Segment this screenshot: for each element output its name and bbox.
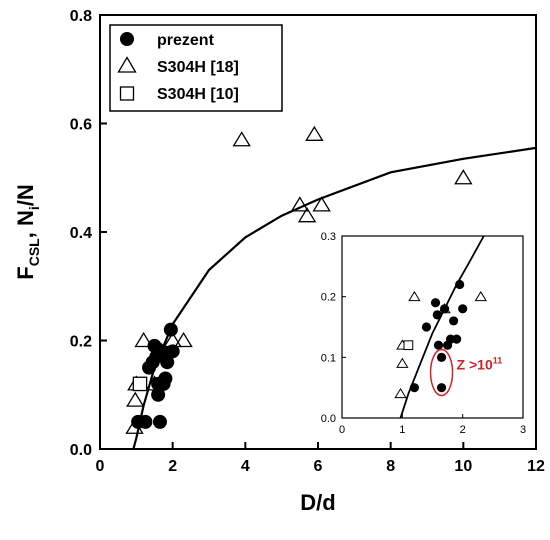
legend-marker-s304h-10 xyxy=(119,86,135,101)
main-y-tick-label: 0.6 xyxy=(70,117,92,134)
legend-marker-prezent xyxy=(120,32,134,46)
point-s304h-18 xyxy=(408,290,421,302)
point-s304h-18 xyxy=(232,131,251,147)
point-s304h-18 xyxy=(126,391,145,407)
legend-box xyxy=(109,24,283,112)
point-prezent xyxy=(433,340,444,350)
inset-markers xyxy=(394,279,487,399)
legend-label-s304h-10: S304H [10] xyxy=(157,86,239,103)
y-axis-title: FCSL, Ni/N xyxy=(13,184,42,279)
point-prezent xyxy=(152,414,167,429)
legend-marker-s304h-18 xyxy=(117,56,137,73)
inset-y-tick-label: 0.3 xyxy=(321,231,336,243)
point-prezent xyxy=(165,344,180,359)
point-s304h-18 xyxy=(152,342,171,358)
point-prezent xyxy=(138,414,153,429)
inset-x-tick-label: 0 xyxy=(339,424,345,436)
point-s304h-18 xyxy=(438,303,451,314)
inset-frame xyxy=(341,235,524,419)
point-prezent xyxy=(449,316,459,326)
main-y-tick-label: 0.4 xyxy=(70,225,92,242)
inset-axis-tick-labels: 0 1 2 3 0.0 0.1 0.2 0.3 xyxy=(321,231,526,436)
y-axis-title-sub: CSL xyxy=(26,238,42,266)
point-s304h-18 xyxy=(125,418,144,434)
point-prezent xyxy=(436,383,447,393)
y-axis-title-sub2: i xyxy=(26,206,42,210)
point-s304h-18 xyxy=(474,290,487,302)
legend-label-prezent: prezent xyxy=(157,32,215,49)
main-axis-tick-labels: 0 2 4 6 8 10 120.00.20.40.60.8 xyxy=(70,8,545,475)
main-markers xyxy=(125,125,473,434)
legend: prezent S304H [18] S304H [10] xyxy=(109,24,283,112)
point-prezent xyxy=(160,355,175,370)
point-s304h-18 xyxy=(396,357,409,368)
point-s304h-18 xyxy=(312,196,331,212)
inset-y-tick-label: 0.2 xyxy=(321,292,336,304)
y-axis-title-tail: /N xyxy=(13,184,38,206)
point-prezent xyxy=(163,322,178,337)
point-prezent xyxy=(154,344,169,359)
annotation-superscript: 11 xyxy=(493,356,503,366)
main-y-tick-label: 0.2 xyxy=(70,334,92,351)
point-s304h-10 xyxy=(403,340,414,351)
point-prezent xyxy=(455,279,465,290)
main-x-tick-label: 0 xyxy=(96,458,105,475)
inset-x-tick-label: 3 xyxy=(520,424,526,436)
inset-y-tick-label: 0.0 xyxy=(321,413,336,425)
point-s304h-18 xyxy=(394,387,407,399)
inset-x-tick-label: 1 xyxy=(399,424,405,436)
point-s304h-18 xyxy=(145,375,164,391)
x-axis-title: D/d xyxy=(300,490,335,515)
annotation-label: Z >1011 xyxy=(457,356,503,373)
point-prezent xyxy=(421,322,432,332)
point-prezent xyxy=(432,310,442,320)
point-s304h-10 xyxy=(132,376,148,392)
annotation-ellipse xyxy=(429,348,454,397)
main-y-tick-label: 0.8 xyxy=(70,8,92,25)
point-prezent xyxy=(151,387,166,402)
main-fit-curve xyxy=(132,146,537,450)
main-x-tick-label: 10 xyxy=(454,458,472,475)
point-s304h-18 xyxy=(163,331,182,348)
point-prezent xyxy=(439,304,450,314)
point-prezent xyxy=(436,352,447,362)
point-prezent xyxy=(430,298,441,308)
point-s304h-18 xyxy=(290,196,310,212)
point-prezent xyxy=(409,383,419,393)
point-prezent xyxy=(158,371,173,386)
inset-x-tick-label: 2 xyxy=(460,424,466,436)
main-x-tick-label: 2 xyxy=(168,458,177,475)
point-s304h-18 xyxy=(454,169,473,185)
point-s304h-18 xyxy=(174,331,193,348)
legend-label-s304h-18: S304H [18] xyxy=(157,59,239,76)
main-x-tick-label: 12 xyxy=(527,458,545,475)
inset-axis-ticks xyxy=(341,235,524,419)
main-x-tick-label: 4 xyxy=(241,458,250,475)
inset-y-tick-label: 0.1 xyxy=(321,352,336,364)
point-s304h-18 xyxy=(305,125,324,141)
y-axis-title-sep: , N xyxy=(13,210,38,238)
point-s304h-18 xyxy=(297,207,317,223)
main-x-tick-label: 8 xyxy=(386,458,395,475)
point-s304h-18 xyxy=(134,331,153,348)
annotation-text: Z >10 xyxy=(457,357,493,373)
main-axis-ticks xyxy=(99,14,537,450)
point-prezent xyxy=(458,304,468,314)
point-prezent xyxy=(452,334,462,344)
inset-chart: 0 1 2 3 0.0 0.1 0.2 0.3 Z >1011 xyxy=(321,231,526,436)
main-x-tick-label: 6 xyxy=(314,458,323,475)
y-axis-title-main: F xyxy=(13,266,38,279)
main-y-tick-label: 0.0 xyxy=(70,442,92,459)
